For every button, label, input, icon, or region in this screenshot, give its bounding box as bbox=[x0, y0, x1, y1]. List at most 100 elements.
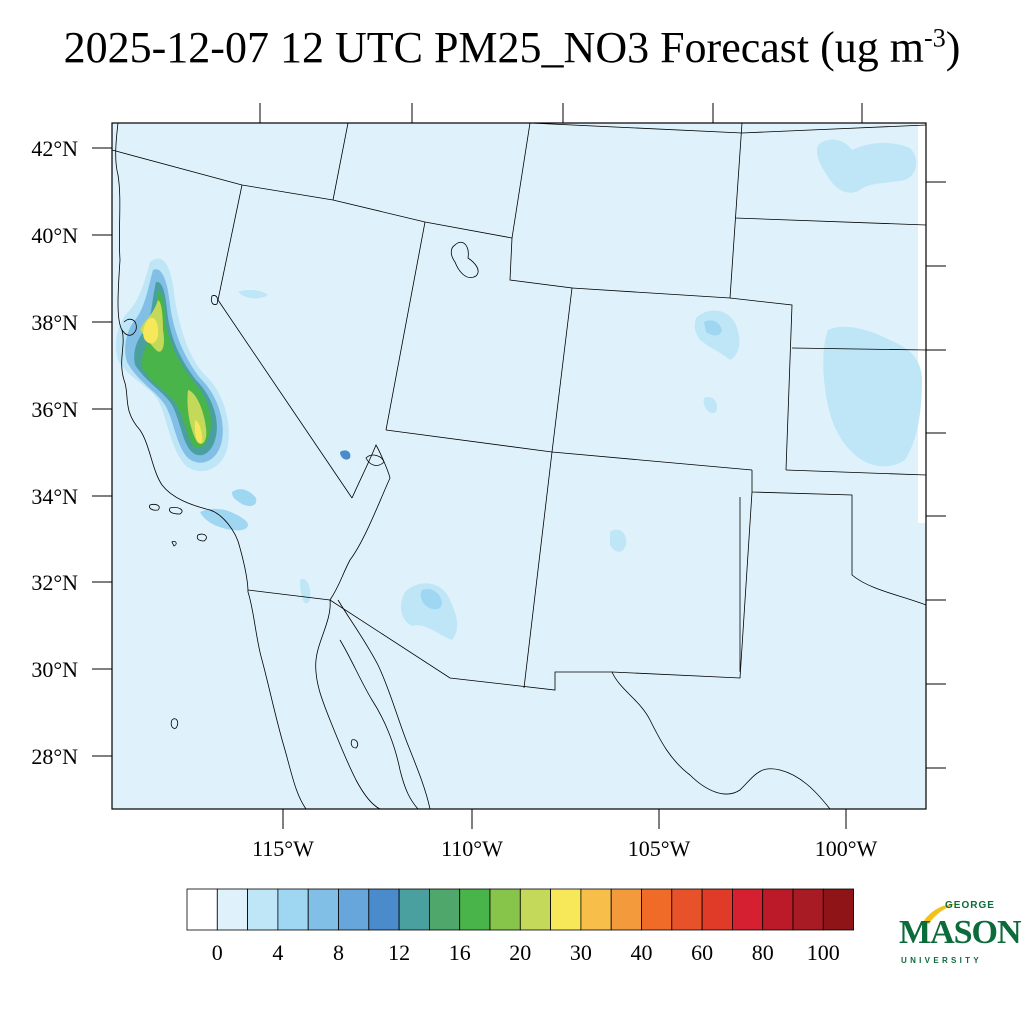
colorbar-swatch bbox=[519, 888, 551, 931]
border-ks bbox=[785, 347, 926, 476]
lon-label-110: 110°W bbox=[441, 836, 503, 861]
top-ticks bbox=[259, 103, 863, 123]
title-text: 2025-12-07 12 UTC PM25_NO3 Forecast (ug … bbox=[63, 23, 925, 72]
concentration-field bbox=[115, 123, 926, 640]
title-superscript: -3 bbox=[924, 23, 946, 53]
logo-george: GEORGE bbox=[945, 900, 995, 911]
colorbar-label: 12 bbox=[388, 940, 410, 965]
colorbar-label: 40 bbox=[631, 940, 653, 965]
colorbar-swatch bbox=[580, 888, 612, 931]
colorbar-labels: 0 4 8 12 16 20 30 40 60 80 100 bbox=[212, 940, 840, 965]
colorbar-swatch bbox=[792, 888, 824, 931]
colorbar-swatch bbox=[701, 888, 733, 931]
plains-patch bbox=[823, 326, 922, 467]
colorbar-swatch bbox=[338, 888, 370, 931]
lat-label-34: 34°N bbox=[31, 484, 78, 509]
colorbar-swatch bbox=[307, 888, 339, 931]
border-ut-co bbox=[509, 237, 573, 453]
left-ticks bbox=[92, 147, 112, 757]
colorbar-swatch bbox=[428, 888, 461, 931]
map-title: 2025-12-07 12 UTC PM25_NO3 Forecast (ug … bbox=[0, 22, 1024, 73]
baja-islands bbox=[170, 718, 359, 749]
coastline-gulf bbox=[315, 599, 381, 809]
border-idaho bbox=[332, 123, 531, 239]
colorbar-swatch bbox=[550, 888, 582, 931]
border-wy-ne bbox=[729, 123, 926, 299]
colorbar-swatch bbox=[732, 888, 764, 931]
border-az-nv bbox=[329, 444, 391, 601]
lon-label-105: 105°W bbox=[628, 836, 691, 861]
border-or-ca bbox=[112, 149, 334, 201]
logo-university: UNIVERSITY bbox=[901, 956, 983, 965]
colorbar-label: 60 bbox=[691, 940, 713, 965]
colorbar-swatch bbox=[216, 888, 249, 931]
gmu-logo: GEORGE MASON UNIVERSITY bbox=[897, 900, 1022, 970]
lat-label-42: 42°N bbox=[31, 136, 78, 161]
plume-core1 bbox=[143, 317, 159, 344]
colorbar-swatch bbox=[368, 888, 400, 931]
lat-label-40: 40°N bbox=[31, 223, 78, 248]
wyo-patch bbox=[703, 396, 718, 414]
nevada-patch bbox=[238, 289, 268, 299]
lon-label-115: 115°W bbox=[252, 836, 314, 861]
border-wy-co bbox=[571, 287, 793, 471]
border-mt-wy bbox=[529, 123, 926, 134]
lake-tahoe bbox=[210, 295, 219, 305]
colorbar-swatch bbox=[641, 888, 673, 931]
colorbar-swatch bbox=[822, 888, 854, 931]
utah-patch bbox=[610, 529, 627, 552]
latitude-labels: 42°N 40°N 38°N 36°N 34°N 32°N 30°N 28°N bbox=[31, 136, 78, 769]
logo-swoosh-icon bbox=[923, 904, 955, 924]
coastline-pacific bbox=[115, 123, 307, 809]
colorbar-swatch bbox=[671, 888, 703, 931]
plume-core2 bbox=[187, 390, 207, 444]
phoenix-core bbox=[420, 588, 442, 610]
colorbar-label: 80 bbox=[752, 940, 774, 965]
border-ok-tx bbox=[751, 470, 926, 606]
boundaries bbox=[112, 123, 926, 809]
right-ticks bbox=[926, 181, 946, 769]
colorbar-label: 20 bbox=[509, 940, 531, 965]
channel-islands bbox=[149, 503, 207, 547]
border-us-mexico bbox=[247, 589, 831, 809]
plume-core3 bbox=[194, 420, 203, 444]
colorbar-swatch bbox=[398, 888, 430, 931]
border-az-ut bbox=[385, 429, 753, 689]
lasvegas-patch bbox=[340, 450, 351, 460]
lake-mead bbox=[365, 454, 385, 466]
map-frame bbox=[111, 122, 927, 810]
border-ca-nv bbox=[217, 184, 353, 499]
colorbar-swatch bbox=[186, 888, 218, 931]
colorbar-swatch bbox=[762, 888, 794, 931]
phoenix-patch bbox=[400, 583, 458, 640]
great-salt-lake bbox=[450, 241, 479, 278]
denver-core bbox=[704, 320, 722, 336]
sf-bay bbox=[121, 318, 137, 336]
colorbar-label: 30 bbox=[570, 940, 592, 965]
lat-label-32: 32°N bbox=[31, 570, 78, 595]
border-nv-ut bbox=[385, 221, 426, 431]
logo-mason: MASON bbox=[899, 914, 1022, 951]
bottom-ticks bbox=[282, 809, 847, 829]
lon-label-100: 100°W bbox=[815, 836, 878, 861]
colorbar-label: 16 bbox=[449, 940, 471, 965]
colorbar-swatch bbox=[489, 888, 521, 931]
colorbar-label: 0 bbox=[212, 940, 223, 965]
colorbar bbox=[186, 888, 854, 931]
title-close: ) bbox=[945, 23, 961, 72]
lat-label-36: 36°N bbox=[31, 397, 78, 422]
lat-label-28: 28°N bbox=[31, 744, 78, 769]
lat-label-30: 30°N bbox=[31, 657, 78, 682]
colorbar-swatch bbox=[247, 888, 279, 931]
white-edge bbox=[918, 123, 926, 523]
border-nm-tx bbox=[611, 491, 753, 679]
coastline-gulf-east bbox=[337, 599, 431, 809]
colorbar-swatch bbox=[610, 888, 642, 931]
colorbar-label: 100 bbox=[807, 940, 840, 965]
nebraska-patch bbox=[816, 139, 917, 193]
colorbar-swatch bbox=[459, 888, 491, 931]
colorbar-swatch bbox=[277, 888, 309, 931]
colorbar-label: 4 bbox=[272, 940, 283, 965]
colorbar-label: 8 bbox=[333, 940, 344, 965]
